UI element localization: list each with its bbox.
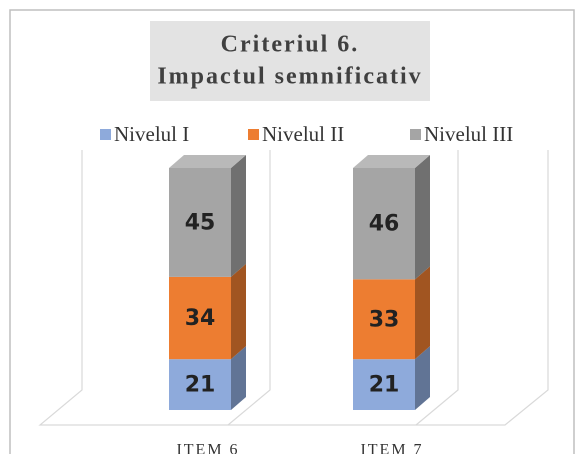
data-label: 34	[185, 306, 216, 331]
x-tick-label: ITEM 7	[360, 442, 423, 454]
data-label: 46	[369, 212, 400, 237]
bar-side	[415, 266, 430, 360]
bar-segment	[169, 168, 231, 277]
bar-side	[415, 155, 430, 280]
floor-divider	[415, 150, 459, 426]
bar-segment	[169, 276, 231, 360]
chart-title: Criteriul 6.	[221, 32, 360, 58]
legend-label: Nivelul I	[114, 122, 189, 146]
bar-side	[415, 346, 430, 410]
bar-segment	[169, 359, 231, 410]
data-label: 33	[369, 307, 400, 332]
legend-swatch	[410, 129, 421, 140]
bar-top	[353, 155, 430, 168]
bar-top	[169, 155, 246, 168]
data-label: 21	[185, 373, 216, 398]
legend-swatch	[248, 129, 259, 140]
chart-title: Impactul semnificativ	[157, 64, 422, 90]
legend-label: Nivelul II	[262, 122, 344, 146]
floor-outline	[38, 150, 549, 426]
title-box	[150, 21, 430, 101]
floor-divider	[227, 150, 271, 426]
bar-segment	[353, 168, 415, 280]
bar-segment	[353, 359, 415, 410]
bar-segment	[353, 279, 415, 360]
bar-side	[231, 155, 246, 277]
bar-side	[231, 346, 246, 410]
bar-side	[231, 263, 246, 360]
x-tick-label: ITEM 6	[176, 442, 239, 454]
data-label: 45	[185, 210, 216, 235]
floor	[38, 150, 549, 426]
legend-swatch	[100, 129, 111, 140]
data-label: 21	[369, 373, 400, 398]
legend-label: Nivelul III	[424, 122, 513, 146]
